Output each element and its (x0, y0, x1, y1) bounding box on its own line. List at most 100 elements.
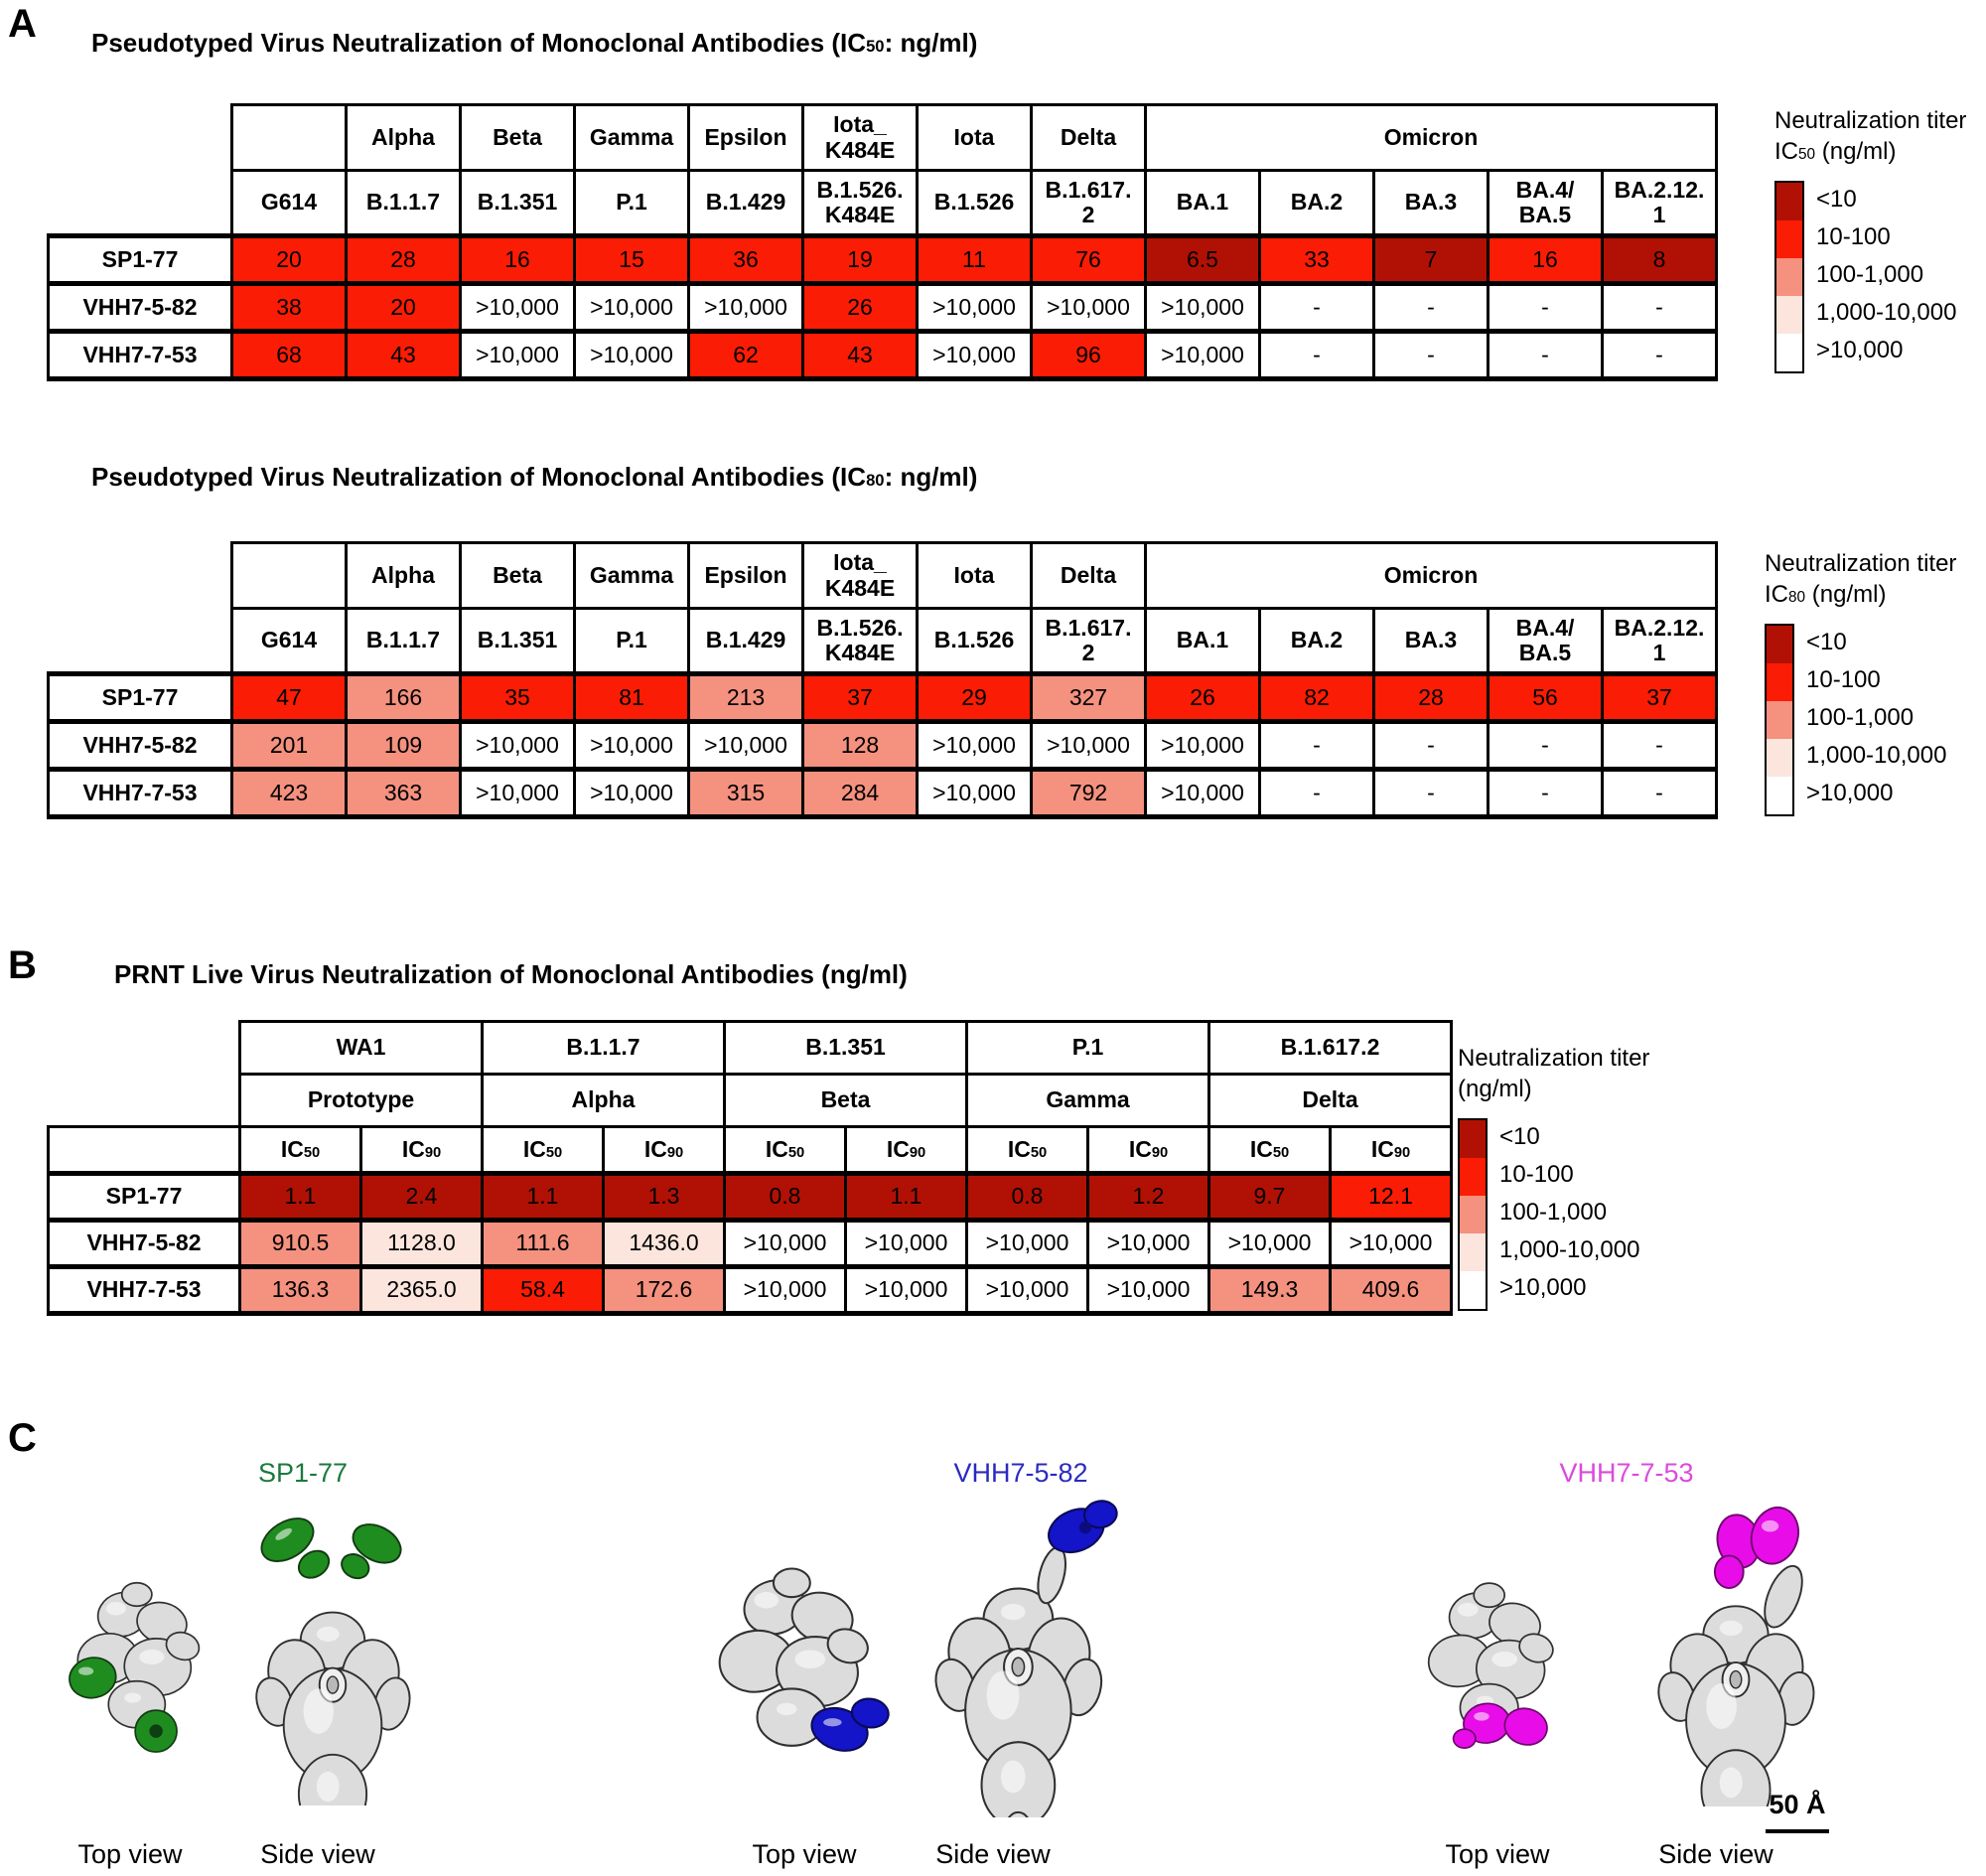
ic80-legend-swatch (1767, 626, 1792, 663)
ic50-legend-swatch (1776, 334, 1802, 371)
ic80-legend-range-label: >10,000 (1806, 780, 1894, 806)
titer-value-cell: 1.1 (844, 1171, 968, 1223)
ic50-legend-swatch (1776, 296, 1802, 334)
prnt-legend-swatch (1460, 1233, 1486, 1271)
titer-value-cell: >10,000 (1030, 719, 1147, 772)
titer-value-cell: 37 (1601, 671, 1718, 724)
titer-value-cell: 56 (1487, 671, 1604, 724)
titer-value-cell: 6.5 (1144, 233, 1261, 286)
variant-group-header: Gamma (573, 541, 690, 610)
titer-value-cell: 28 (345, 233, 462, 286)
titer-value-cell: 12.1 (1329, 1171, 1453, 1223)
titer-value-cell: >10,000 (459, 767, 576, 819)
strain-header: BA.3 (1372, 607, 1490, 675)
titer-value-cell: 1.1 (481, 1171, 605, 1223)
scale-bar-label: 50 Å (1769, 1790, 1826, 1819)
titer-value-cell: - (1487, 719, 1604, 772)
ic50-legend-title-line: IC50 (ng/ml) (1774, 138, 1897, 165)
ic50-legend-range-label: 100-1,000 (1816, 261, 1924, 288)
titer-value-cell: 166 (345, 671, 462, 724)
titer-value-cell: - (1601, 767, 1718, 819)
titer-value-cell: - (1372, 719, 1490, 772)
structure-name-vhh7-5-82: VHH7-5-82 (953, 1458, 1088, 1488)
antibody-row-label: VHH7-5-82 (47, 281, 233, 334)
antibody-row: VHH7-7-53 136.3 2365.0 58.4 172.6 >10,000 >10,… (47, 1264, 1453, 1316)
structure-name-sp1-77: SP1-77 (257, 1458, 349, 1488)
antibody-row-label: SP1-77 (47, 1171, 241, 1223)
strain-header: BA.2.12. 1 (1601, 607, 1718, 675)
titer-value-cell: 8 (1601, 233, 1718, 286)
variant-group-header: Epsilon (687, 103, 804, 172)
title-text: Pseudotyped Virus Neutralization of Mono… (91, 462, 867, 492)
titer-value-cell: - (1258, 329, 1375, 381)
ic50-table: Alpha Beta Gamma Epsilon Iota_ K484E Iota Delta… (47, 103, 1718, 381)
titer-value-cell: - (1487, 767, 1604, 819)
strain-header: P.1 (965, 1020, 1210, 1076)
vhh7-5-82-side-view-structure (928, 1500, 1118, 1817)
titer-value-cell: - (1601, 281, 1718, 334)
antibody-row-label: VHH7-7-53 (47, 329, 233, 381)
strain-header: B.1.351 (459, 607, 576, 675)
ic50-table-title: Pseudotyped Virus Neutralization of Mono… (91, 28, 977, 59)
titer-value-cell: >10,000 (573, 767, 690, 819)
prnt-legend-range-label: >10,000 (1499, 1274, 1587, 1301)
corner-spacer (49, 609, 232, 674)
prnt-legend-swatch (1460, 1120, 1486, 1158)
prnt-legend-range-label: 1,000-10,000 (1499, 1236, 1640, 1263)
titer-value-cell: 128 (801, 719, 919, 772)
titer-value-cell: 1.2 (1086, 1171, 1210, 1223)
sp1-77-fab-density (69, 1657, 178, 1753)
variant-group-header: Iota (916, 541, 1033, 610)
titer-value-cell: 33 (1258, 233, 1375, 286)
titer-value-cell: 0.8 (723, 1171, 847, 1223)
title-text: Pseudotyped Virus Neutralization of Mono… (91, 28, 867, 58)
strain-header: B.1.351 (459, 169, 576, 237)
titer-value-cell: 11 (916, 233, 1033, 286)
ic50-legend-colorbar (1774, 181, 1804, 373)
ic80-legend-swatch (1767, 739, 1792, 777)
titer-value-cell: >10,000 (965, 1264, 1089, 1316)
antibody-row: SP1-77 20 28 16 15 36 19 11 76 6.5 33 7 16 8 (47, 233, 1718, 286)
metric-header: IC90 (1329, 1125, 1453, 1175)
titer-value-cell: >10,000 (916, 719, 1033, 772)
titer-value-cell: 172.6 (602, 1264, 726, 1316)
strain-header: WA1 (238, 1020, 484, 1076)
titer-value-cell: 2.4 (359, 1171, 484, 1223)
prnt-legend-title: Neutralization titer (ng/ml) (1458, 1043, 1649, 1104)
titer-value-cell: 96 (1030, 329, 1147, 381)
panel-b-label: B (8, 943, 37, 987)
titer-value-cell: 1436.0 (602, 1218, 726, 1269)
titer-value-cell: - (1372, 281, 1490, 334)
titer-value-cell: >10,000 (916, 329, 1033, 381)
antibody-row: VHH7-7-53 68 43 >10,000 >10,000 62 43 >10,000 96… (47, 329, 1718, 381)
titer-value-cell: 201 (230, 719, 348, 772)
titer-value-cell: 47 (230, 671, 348, 724)
strain-header: B.1.429 (687, 169, 804, 237)
sp1-77-fab-density (260, 1517, 402, 1580)
titer-value-cell: - (1601, 719, 1718, 772)
titer-value-cell: >10,000 (723, 1264, 847, 1316)
antibody-row: SP1-77 47 166 35 81 213 37 29 327 26 82 28 56 37 (47, 671, 1718, 724)
ic80-legend-colorbar (1765, 624, 1794, 816)
titer-value-cell: >10,000 (916, 281, 1033, 334)
titer-value-cell: - (1372, 329, 1490, 381)
structure-name-vhh7-7-53: VHH7-7-53 (1559, 1458, 1694, 1488)
variant-group-header: Omicron (1144, 541, 1718, 610)
titer-value-cell: 26 (801, 281, 919, 334)
antibody-row-label: SP1-77 (47, 233, 233, 286)
titer-value-cell: 284 (801, 767, 919, 819)
strain-header: B.1.1.7 (345, 169, 462, 237)
titer-value-cell: 1128.0 (359, 1218, 484, 1269)
variant-group-header (230, 103, 348, 172)
titer-value-cell: >10,000 (1086, 1218, 1210, 1269)
sp1-77-top-view-structure (69, 1581, 205, 1753)
prnt-legend-swatch (1460, 1196, 1486, 1233)
panel-c-label: C (8, 1416, 37, 1460)
metric-header: IC50 (723, 1125, 847, 1175)
metric-header: IC90 (844, 1125, 968, 1175)
titer-value-cell: 910.5 (238, 1218, 362, 1269)
titer-value-cell: - (1258, 281, 1375, 334)
strain-header: BA.1 (1144, 169, 1261, 237)
titer-value-cell: 82 (1258, 671, 1375, 724)
titer-value-cell: 409.6 (1329, 1264, 1453, 1316)
